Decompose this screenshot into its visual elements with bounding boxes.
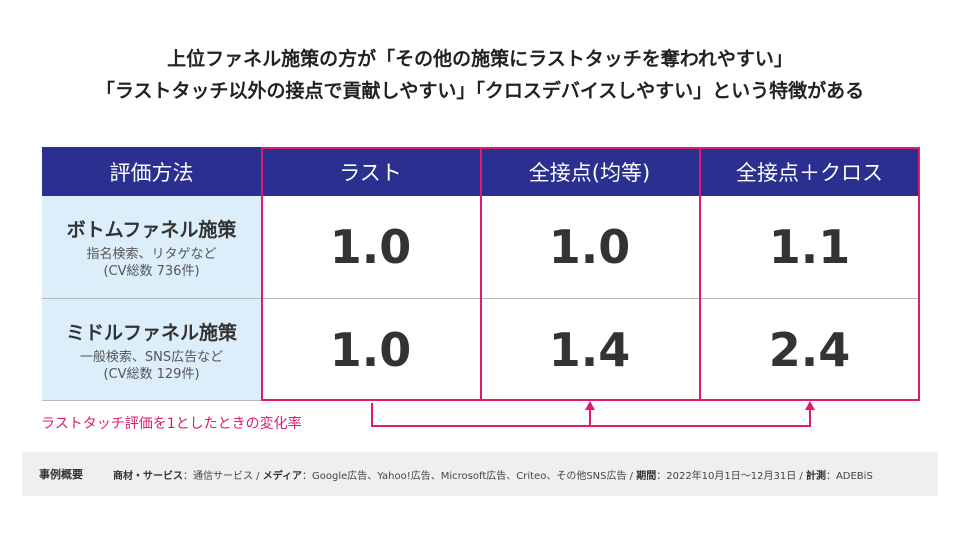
header-eval-method: 評価方法 <box>42 147 261 196</box>
table-bottom-border <box>42 400 261 401</box>
arrow-up-icon <box>585 401 595 410</box>
change-rate-label: ラストタッチ評価を1としたときの変化率 <box>41 416 302 432</box>
value-cell: 2.4 <box>768 323 851 377</box>
header-last: ラスト <box>261 147 480 196</box>
row-title: ボトムファネル施策 <box>66 218 237 241</box>
case-summary-bar: 事例概要 商材・サービス：通信サービス / メディア：Google広告、Yaho… <box>22 452 938 496</box>
footer-key: 商材・サービス <box>113 470 183 482</box>
case-summary-details: 商材・サービス：通信サービス / メディア：Google広告、Yahoo!広告、… <box>113 467 873 482</box>
headline-line-1: 上位ファネル施策の方が「その他の施策にラストタッチを奪われやすい」 <box>167 48 793 70</box>
row-cv-count: (CV総数 736件) <box>103 263 200 279</box>
value-cell: 1.0 <box>329 323 412 377</box>
footer-value: ：ADEBiS <box>825 470 873 482</box>
header-all-touch-cross: 全接点＋クロス <box>699 147 920 196</box>
footer-value: ：Google広告、Yahoo!広告、Microsoft広告、Criteo、その… <box>302 470 637 482</box>
value-cell: 1.1 <box>768 220 851 274</box>
column-frame-all-touch-cross <box>699 147 920 401</box>
headline-line-2: 「ラストタッチ以外の接点で貢献しやすい」「クロスデバイスしやすい」という特徴があ… <box>95 80 865 102</box>
case-summary-title: 事例概要 <box>39 468 83 481</box>
footer-key: メディア <box>262 470 303 482</box>
row-subtitle: 指名検索、リタゲなど <box>86 246 217 262</box>
footer-value: ：2022年10月1日～12月31日 / <box>656 470 806 482</box>
footer-key: 計測 <box>805 470 826 482</box>
row-subtitle: 一般検索、SNS広告など <box>79 349 224 365</box>
header-all-touch-equal: 全接点(均等) <box>480 147 699 196</box>
row-title: ミドルファネル施策 <box>65 321 237 344</box>
value-cell: 1.0 <box>329 220 412 274</box>
value-cell: 1.4 <box>548 323 631 377</box>
arrow-up-icon <box>805 401 815 410</box>
comparison-table: 評価方法 ラスト 全接点(均等) 全接点＋クロス ボトムファネル施策 指名検索、… <box>42 147 920 401</box>
row-header-bottom-funnel: ボトムファネル施策 指名検索、リタゲなど (CV総数 736件) <box>42 196 261 298</box>
row-header-middle-funnel: ミドルファネル施策 一般検索、SNS広告など (CV総数 129件) <box>42 299 261 401</box>
footer-key: 期間 <box>636 470 657 482</box>
footer-value: ：通信サービス / <box>183 470 263 482</box>
row-cv-count: (CV総数 129件) <box>103 366 200 382</box>
value-cell: 1.0 <box>548 220 631 274</box>
